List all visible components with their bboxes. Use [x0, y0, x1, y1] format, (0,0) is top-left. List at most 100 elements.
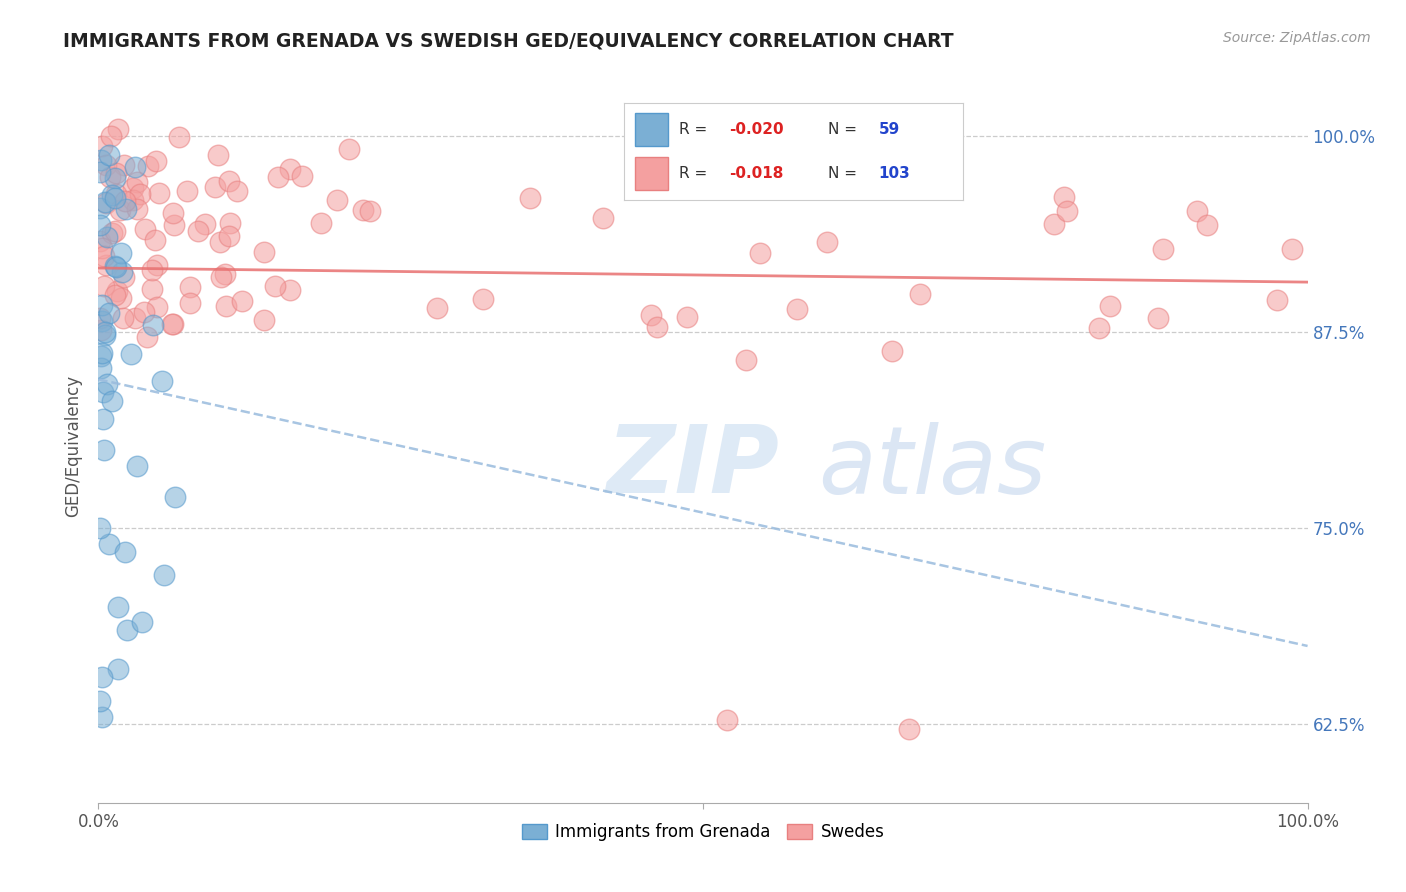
Point — [179, 280, 201, 294]
Point — [519, 191, 541, 205]
Point — [148, 186, 170, 201]
Point — [160, 317, 183, 331]
Point — [143, 233, 166, 247]
Point — [98, 148, 121, 162]
Point — [115, 202, 138, 216]
Point — [278, 283, 301, 297]
Point — [337, 142, 360, 156]
Point — [145, 153, 167, 168]
Point — [1281, 242, 1303, 256]
Point — [112, 269, 135, 284]
Point — [472, 292, 495, 306]
Point — [91, 298, 114, 312]
Point — [89, 521, 111, 535]
Point — [219, 216, 242, 230]
Point — [132, 305, 155, 319]
Point — [176, 184, 198, 198]
Point — [107, 663, 129, 677]
Point — [1052, 190, 1074, 204]
Point — [91, 384, 114, 399]
Point — [107, 122, 129, 136]
Point — [136, 159, 159, 173]
Point — [89, 202, 111, 216]
Point — [89, 219, 111, 233]
Point — [93, 326, 115, 340]
Point — [215, 299, 238, 313]
Point — [94, 158, 117, 172]
Point — [735, 353, 758, 368]
Point — [90, 138, 112, 153]
Point — [120, 347, 142, 361]
Point — [125, 176, 148, 190]
Point — [1099, 299, 1122, 313]
Point — [145, 301, 167, 315]
Point — [96, 377, 118, 392]
Point — [110, 245, 132, 260]
Point — [104, 224, 127, 238]
Point — [748, 245, 770, 260]
Point — [90, 241, 112, 255]
Point — [121, 180, 143, 194]
Point — [207, 148, 229, 162]
Point — [96, 229, 118, 244]
Point — [90, 350, 112, 364]
Point — [94, 327, 117, 342]
Point — [882, 343, 904, 358]
Point — [90, 323, 112, 337]
Point — [146, 258, 169, 272]
Point — [218, 174, 240, 188]
Point — [209, 235, 232, 249]
Point — [131, 615, 153, 630]
Point — [716, 713, 738, 727]
Point — [112, 311, 135, 326]
Point — [104, 191, 127, 205]
Legend: Immigrants from Grenada, Swedes: Immigrants from Grenada, Swedes — [515, 817, 891, 848]
Point — [128, 187, 150, 202]
Point — [786, 301, 808, 316]
Point — [647, 320, 669, 334]
Point — [91, 411, 114, 425]
Text: IMMIGRANTS FROM GRENADA VS SWEDISH GED/EQUIVALENCY CORRELATION CHART: IMMIGRANTS FROM GRENADA VS SWEDISH GED/E… — [63, 31, 953, 50]
Point — [124, 310, 146, 325]
Point — [1147, 310, 1170, 325]
Point — [359, 203, 381, 218]
Point — [225, 184, 247, 198]
Point — [815, 235, 838, 250]
Point — [218, 229, 240, 244]
Point — [253, 313, 276, 327]
Point — [290, 169, 312, 183]
Point — [426, 301, 449, 315]
Point — [91, 346, 114, 360]
Point — [97, 306, 120, 320]
Point — [100, 394, 122, 409]
Point — [897, 722, 920, 736]
Point — [114, 194, 136, 208]
Point — [640, 309, 662, 323]
Point — [264, 279, 287, 293]
Point — [153, 568, 176, 582]
Point — [908, 287, 931, 301]
Point — [1152, 242, 1174, 256]
Point — [104, 260, 127, 274]
Point — [134, 221, 156, 235]
Point — [89, 164, 111, 178]
Point — [93, 249, 115, 263]
Point — [98, 170, 121, 185]
Point — [209, 269, 232, 284]
Point — [104, 166, 127, 180]
Point — [253, 245, 276, 260]
Point — [309, 216, 332, 230]
Point — [91, 314, 114, 328]
Point — [231, 294, 253, 309]
Point — [90, 153, 112, 167]
Point — [150, 374, 173, 388]
Point — [93, 278, 115, 293]
Point — [141, 263, 163, 277]
Point — [1197, 218, 1219, 232]
Point — [111, 265, 134, 279]
Point — [89, 310, 111, 325]
Point — [100, 128, 122, 143]
Point — [136, 330, 159, 344]
Point — [162, 218, 184, 232]
Point — [97, 537, 120, 551]
